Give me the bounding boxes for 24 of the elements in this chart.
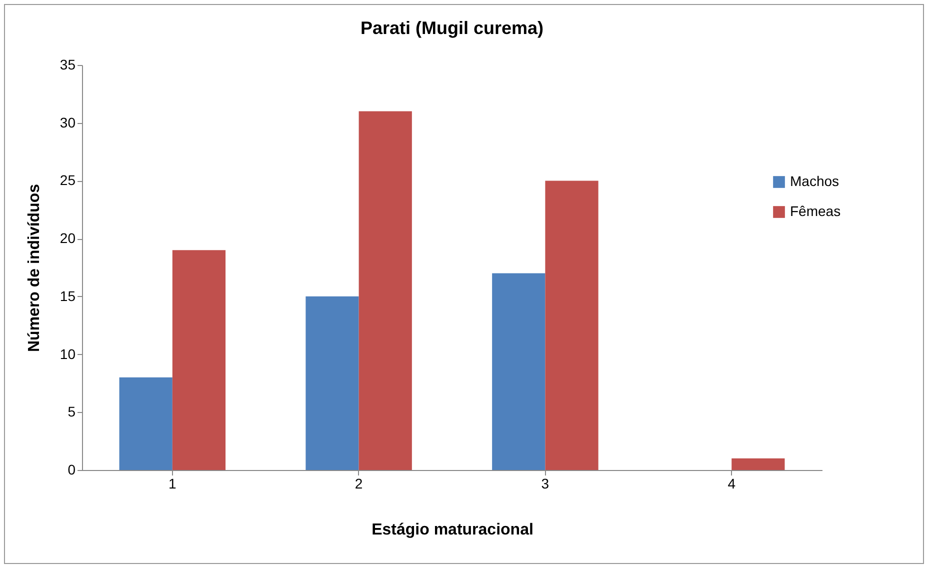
legend-label: Fêmeas — [790, 203, 841, 219]
x-tick-label: 2 — [354, 476, 363, 492]
y-tick-label: 15 — [60, 288, 76, 304]
bar — [172, 250, 226, 470]
x-tick-label: 4 — [728, 476, 736, 492]
y-tick-label: 10 — [60, 346, 76, 362]
chart-title: Parati (Mugil curema) — [360, 18, 544, 38]
y-tick-label: 5 — [68, 404, 76, 420]
bar — [119, 377, 172, 470]
y-axis-title: Número de indivíduos — [26, 184, 43, 352]
y-tick-label: 30 — [60, 114, 76, 130]
bar — [545, 180, 598, 470]
y-tick-label: 20 — [60, 230, 76, 246]
bar — [358, 111, 412, 470]
x-axis-title: Estágio maturacional — [372, 522, 534, 538]
legend-label: Machos — [790, 173, 840, 189]
x-tick-label: 3 — [541, 476, 550, 492]
bar — [306, 296, 359, 470]
y-tick-label: 35 — [60, 56, 76, 72]
x-tick-label: 1 — [168, 476, 177, 492]
bar — [732, 458, 785, 470]
bar — [492, 273, 546, 470]
y-tick-label: 0 — [68, 462, 76, 478]
y-tick-label: 25 — [60, 172, 76, 188]
